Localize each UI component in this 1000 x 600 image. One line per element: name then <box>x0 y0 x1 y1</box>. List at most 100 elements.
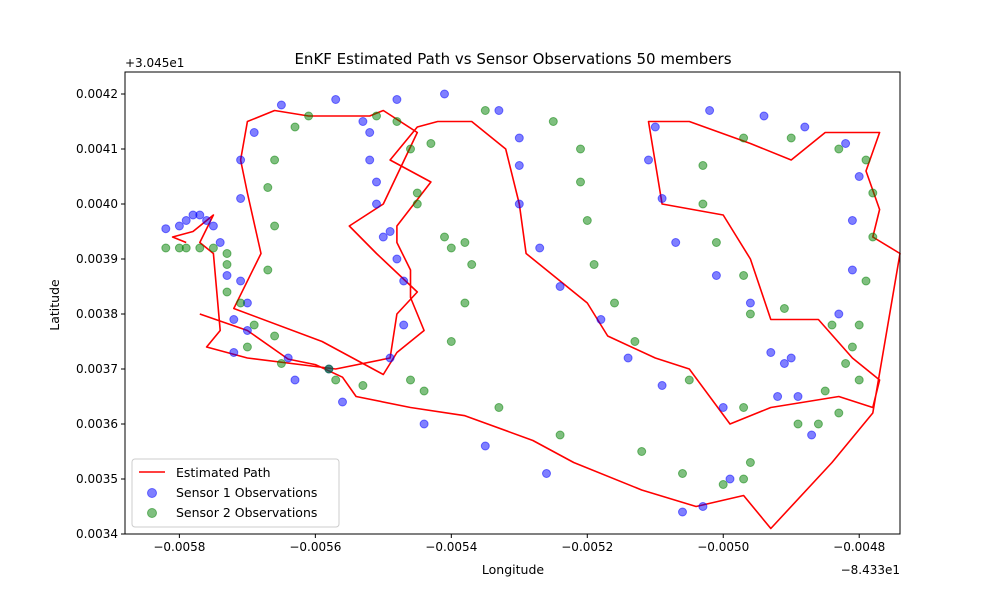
sensor-2-point <box>331 375 341 385</box>
sensor-1-point <box>365 155 375 165</box>
sensor-2-point <box>372 111 381 121</box>
y-tick-label: 0.0038 <box>76 307 118 321</box>
sensor-2-point <box>576 177 585 187</box>
y-tick-label: 0.0039 <box>76 252 118 266</box>
sensor-2-point <box>854 320 864 330</box>
sensor-2-point <box>548 117 558 126</box>
y-offset-label: +3.045e1 <box>125 56 184 70</box>
sensor-2-point <box>236 298 246 308</box>
sensor-2-point <box>208 243 218 253</box>
sensor-1-point <box>181 216 191 225</box>
x-tick-label: −0.0056 <box>289 540 341 554</box>
sensor-1-point <box>644 155 653 165</box>
sensor-1-point <box>494 106 504 115</box>
sensor-2-point <box>392 117 402 126</box>
sensor-1-point <box>542 469 551 478</box>
sensor-1-point <box>208 221 218 231</box>
sensor-1-point <box>514 133 524 143</box>
sensor-2-point <box>270 155 280 165</box>
sensor-1-point <box>807 430 817 440</box>
sensor-1-point <box>195 210 205 220</box>
y-tick-label: 0.0041 <box>76 142 118 156</box>
sensor-1-point <box>698 502 708 511</box>
sensor-1-point <box>650 122 660 132</box>
sensor-1-point <box>841 139 851 148</box>
sensor-1-point <box>779 359 789 368</box>
sensor-2-point <box>718 480 728 489</box>
sensor-1-point <box>678 507 687 517</box>
legend-label-sensor-2: Sensor 2 Observations <box>176 505 317 520</box>
sensor-1-point <box>290 375 300 385</box>
sensor-2-point <box>446 337 456 346</box>
sensor-2-point <box>684 375 694 385</box>
sensor-2-point <box>868 232 878 242</box>
sensor-2-point <box>739 271 749 280</box>
sensor-1-point <box>385 227 395 236</box>
sensor-1-point <box>800 122 810 132</box>
legend-label-estimated-path: Estimated Path <box>176 465 271 480</box>
sensor-2-point <box>412 199 422 209</box>
sensor-2-point <box>446 243 456 253</box>
sensor-1-point <box>338 397 347 407</box>
sensor-2-point <box>555 430 565 440</box>
sensor-1-point <box>399 320 409 330</box>
sensor-2-point <box>834 144 844 154</box>
sensor-1-point <box>236 155 246 165</box>
sensor-1-point <box>535 243 545 253</box>
sensor-2-point <box>467 260 477 269</box>
sensor-2-point <box>739 403 749 412</box>
sensor-1-point <box>242 326 252 335</box>
sensor-2-point <box>786 133 796 143</box>
sensor-2-point <box>739 474 749 484</box>
axes-frame <box>124 71 901 535</box>
sensor-1-point <box>440 89 449 99</box>
sensor-2-point <box>222 260 232 269</box>
sensor-2-point <box>181 243 191 253</box>
sensor-2-point <box>270 331 280 341</box>
sensor-1-point <box>222 271 232 280</box>
legend-marker-sensor-2 <box>147 508 157 518</box>
sensor-1-point <box>759 111 769 121</box>
sensor-1-point <box>249 128 259 137</box>
sensor-2-point <box>861 276 871 286</box>
sensor-2-point <box>576 144 585 154</box>
legend: Estimated Path Sensor 1 Observations Sen… <box>131 458 340 528</box>
sensor-1-point <box>365 128 375 137</box>
sensor-1-point <box>555 282 565 291</box>
sensor-1-point <box>786 353 796 363</box>
plot-area <box>161 89 901 530</box>
sensor-1-point <box>671 238 681 247</box>
legend-marker-sensor-1 <box>147 488 157 498</box>
sensor-2-point <box>324 364 334 374</box>
sensor-1-point <box>596 315 606 324</box>
sensor-1-point <box>331 95 341 104</box>
sensor-2-point <box>440 232 449 242</box>
sensor-2-point <box>460 238 470 247</box>
x-tick-label: −0.0052 <box>561 540 613 554</box>
sensor-2-point <box>222 249 232 258</box>
sensor-1-point <box>834 309 844 319</box>
sensor-1-point <box>392 254 402 264</box>
sensor-2-point <box>637 447 647 456</box>
axis-ticks: −0.0058 −0.0056 −0.0054 −0.0052 −0.0050 −0.00… <box>76 87 885 554</box>
sensor-1-point <box>793 392 803 401</box>
sensor-2-point <box>222 287 232 297</box>
sensor-2-point <box>161 243 171 253</box>
sensor-1-point <box>378 232 388 242</box>
sensor-2-point <box>589 260 599 269</box>
sensor-1-point <box>372 199 381 209</box>
sensor-2-point <box>827 320 837 330</box>
sensor-2-point <box>290 122 300 132</box>
sensor-1-point <box>480 441 490 451</box>
sensor-2-point <box>195 243 205 253</box>
sensor-1-point <box>358 117 368 126</box>
sensor-2-point <box>711 238 721 247</box>
sensor-2-point <box>249 320 259 330</box>
sensor-2-point <box>868 188 878 198</box>
x-offset-label: −8.433e1 <box>841 563 900 577</box>
sensor-1-point <box>161 224 171 234</box>
sensor-1-point <box>854 172 864 181</box>
sensor-1-point <box>392 95 402 104</box>
y-tick-label: 0.0034 <box>76 527 118 541</box>
